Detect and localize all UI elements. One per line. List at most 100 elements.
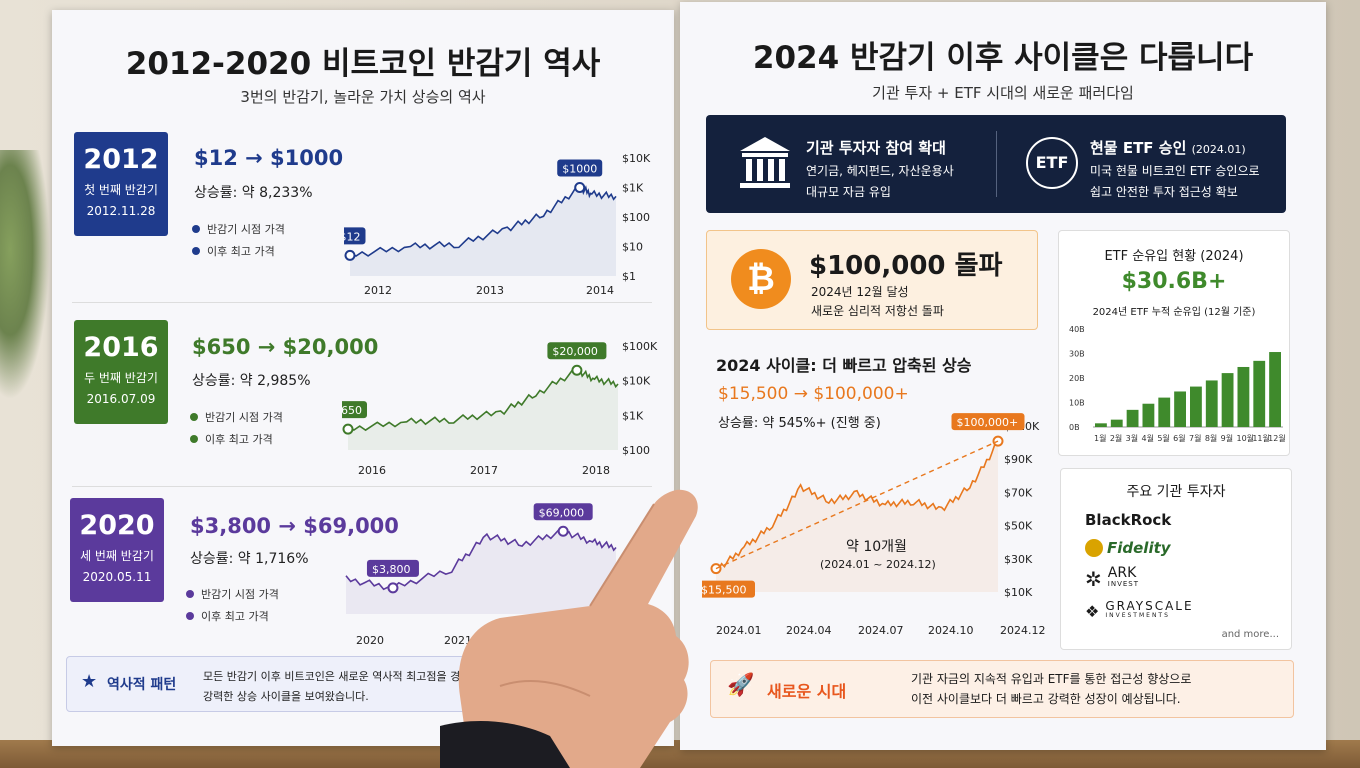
x-tick-label: 2021: [444, 634, 472, 646]
y-tick-label: $10K: [1004, 586, 1033, 599]
year-label: 2016: [83, 332, 159, 363]
y-tick-label: $100K: [622, 340, 658, 353]
etf-flow-chart: 0B 10B 20B 30B 40B 1월 2월 3월 4월 5월 6월 7월 8월 9월 10월11월12…: [1069, 325, 1286, 443]
x-tick-label: 2018: [582, 464, 610, 477]
peak-point-marker: [992, 435, 1004, 447]
legend-peak-label: 이후 최고 가격: [207, 245, 275, 258]
investors-title: 주요 기관 투자자: [1126, 484, 1226, 500]
and-more: and more...: [1221, 629, 1279, 640]
legend-2020: 반감기 시점 가격 이후 최고 가격: [186, 583, 279, 627]
start-price-label: $15,500: [702, 584, 747, 597]
institutions-card: 주요 기관 투자자 BlackRock Fidelity ✲ ARK INVES…: [1060, 468, 1292, 650]
cycle-price: $15,500 → $100,000+: [718, 384, 909, 404]
bar: [1253, 360, 1266, 427]
x-tick-label: 10월: [1237, 433, 1255, 443]
y-tick-label: 10B: [1069, 399, 1085, 408]
pattern-text-line1: 모든 반감기 이후 비트코인은 새로운 역사적 최고점을 경신: [203, 670, 471, 683]
legend-dot: [192, 247, 200, 255]
peak-price-tag: [951, 413, 1025, 431]
btc-title: $100,000 돌파: [809, 251, 1003, 281]
grayscale-logo: ❖ GRAYSCALE INVESTMENTS: [1085, 600, 1194, 621]
etf-flow-value: $30.6B+: [1121, 269, 1227, 294]
cycle-title: 2024 사이클: 더 빠르고 압축된 상승: [716, 356, 972, 375]
start-price-label: $3,800: [372, 563, 411, 576]
bar: [1174, 391, 1186, 427]
start-price-label: $650: [342, 404, 362, 417]
btc-milestone-card: ₿ $100,000 돌파 2024년 12월 달성 새로운 심리적 저항선 돌…: [706, 230, 1038, 330]
y-tick-label: 0B: [1069, 423, 1080, 432]
halving-date: 2016.07.09: [86, 392, 156, 406]
peak-price-label: $69,000: [539, 506, 585, 519]
etf-date: (2024.01): [1191, 143, 1246, 156]
x-tick-label: 9월: [1221, 433, 1233, 443]
left-title: 2012-2020 비트코인 반감기 역사: [125, 46, 601, 82]
x-tick-label: 2016: [358, 464, 386, 477]
bar: [1221, 373, 1234, 427]
y-tick-label: $100: [622, 444, 650, 457]
legend-dot: [186, 612, 194, 620]
etf-desc-line1: 미국 현물 비트코인 ETF 승인으로: [1090, 164, 1260, 178]
divider: [996, 131, 997, 197]
grayscale-sub: INVESTMENTS: [1105, 612, 1170, 619]
grayscale-icon: ❖: [1085, 601, 1100, 621]
price-change-2020: $3,800 → $69,000: [190, 514, 399, 538]
era-title: 새로운 시대: [767, 682, 847, 701]
pointing-hand: [440, 489, 698, 768]
x-tick-label: 2020: [356, 634, 384, 646]
bar: [1142, 403, 1155, 427]
year-label: 2012: [83, 144, 159, 175]
peak-price-label: $1000: [562, 163, 597, 176]
era-text-line1: 기관 자금의 지속적 유입과 ETF를 통한 접근성 향상으로: [911, 672, 1192, 686]
year-badge-2016: 2016 두 번째 반감기 2016.07.09: [74, 320, 168, 424]
btc-desc-line1: 2024년 12월 달성: [811, 285, 909, 299]
rocket-icon: 🚀: [727, 673, 755, 698]
year-badge-2020: 2020 세 번째 반감기 2020.05.11: [70, 498, 164, 602]
etf-flow-title: ETF 순유입 현황 (2024): [1104, 249, 1244, 264]
legend-dot: [186, 590, 194, 598]
y-tick-label: $1K: [622, 182, 644, 195]
price-change-2016: $650 → $20,000: [192, 335, 379, 359]
peak-price-tag: [533, 503, 593, 521]
x-tick-label: 7월: [1189, 433, 1201, 443]
x-tick-label: 2024.04: [786, 624, 832, 637]
x-tick-label: 8월: [1205, 433, 1217, 443]
etf-flow-desc: 2024년 ETF 누적 순유입 (12월 기준): [1092, 307, 1256, 318]
legend-dot: [192, 225, 200, 233]
btc-desc-line2: 새로운 심리적 저항선 돌파: [811, 304, 944, 318]
inst-desc: 연기금, 헤지펀드, 자산운용사 대규모 자금 유입: [806, 161, 954, 203]
halving-label: 두 번째 반감기: [84, 371, 158, 385]
x-tick-label: 2013: [476, 284, 504, 296]
legend-start-label: 반감기 시점 가격: [207, 223, 285, 236]
year-label: 2020: [79, 510, 155, 541]
fidelity-logo: Fidelity: [1085, 539, 1171, 557]
halving-date: 2012.11.28: [86, 204, 156, 218]
y-tick-label: $30K: [1004, 553, 1033, 566]
x-tick-label: 11월: [1252, 433, 1270, 443]
bar: [1269, 352, 1281, 427]
start-price-label: $12: [344, 230, 361, 243]
y-tick-label: 20B: [1069, 374, 1085, 383]
x-tick-label: 12월: [1268, 433, 1286, 443]
rate-2016: 상승률: 약 2,985%: [192, 373, 311, 389]
chart-2024: $10K$30K$50K$70K$90K$110K2024.012024.042…: [702, 413, 1046, 637]
start-price-tag: [702, 580, 755, 598]
chart-2016: $100 $1K $10K $100K 2016 2017 2018 $650 $20,000: [342, 340, 658, 477]
legend-peak-label: 이후 최고 가격: [201, 610, 269, 623]
bar: [1158, 397, 1171, 427]
peak-price-label: $20,000: [552, 345, 598, 358]
start-price-tag: [342, 401, 367, 419]
series-line: [715, 440, 999, 570]
peak-price-label: $100,000+: [957, 416, 1019, 429]
y-tick-label: $70K: [1004, 486, 1033, 499]
legend-2016: 반감기 시점 가격 이후 최고 가격: [190, 406, 283, 450]
ark-icon: ✲: [1085, 567, 1102, 591]
peak-price-tag: [557, 159, 603, 177]
series-area: [716, 441, 998, 592]
x-tick-label: 2012: [364, 284, 392, 296]
series-line: [347, 365, 619, 432]
halving-point-marker: [344, 249, 356, 261]
peak-price-tag: [547, 342, 607, 360]
y-tick-label: $10K: [622, 375, 651, 388]
series-line: [345, 527, 617, 591]
ark-logo: ✲ ARK INVEST: [1085, 566, 1139, 591]
